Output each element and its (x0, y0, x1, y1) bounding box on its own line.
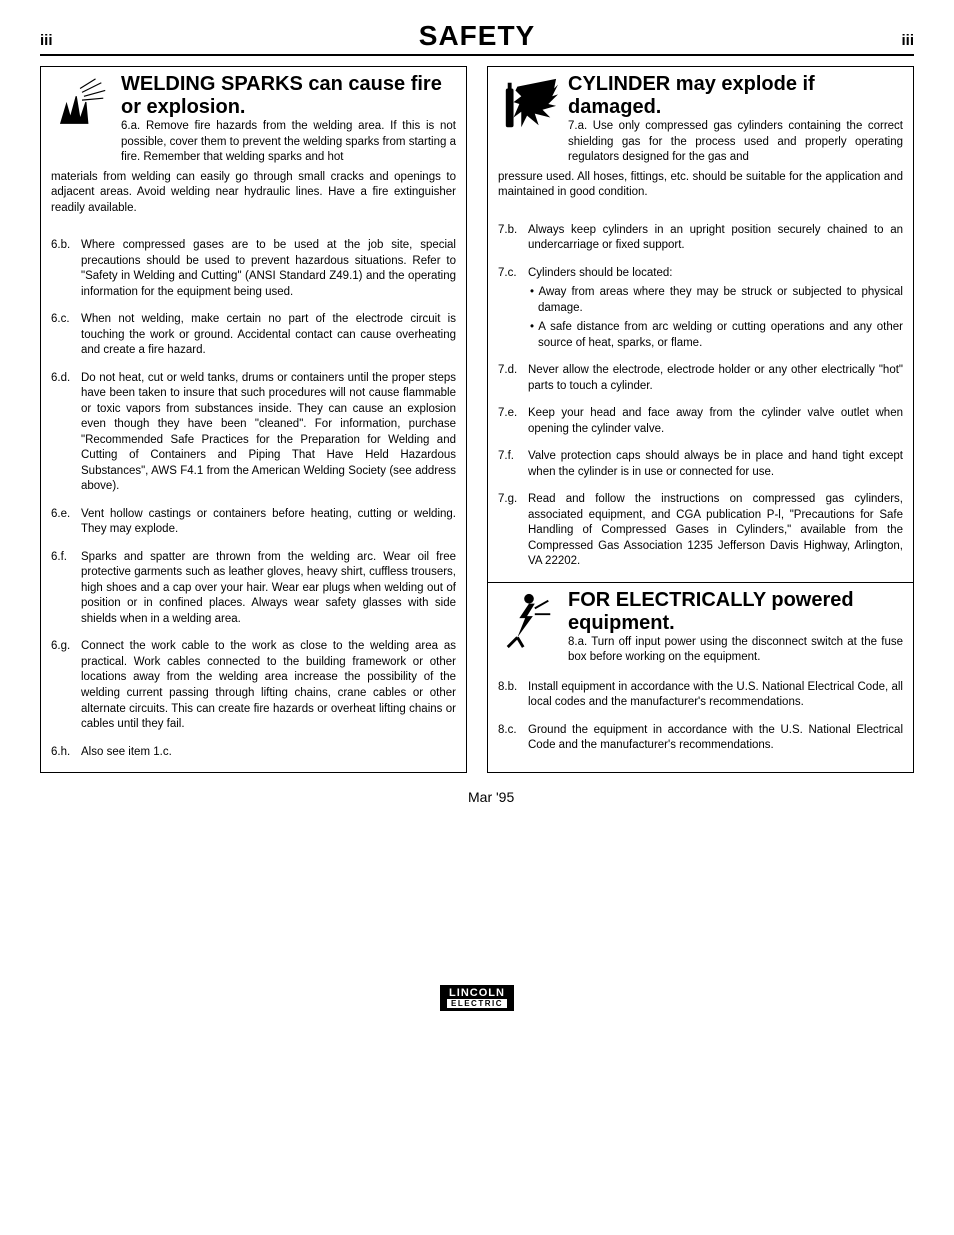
right2-body: Ground the equipment in accordance with … (528, 723, 903, 754)
right1-bullet: A safe distance from arc welding or cutt… (528, 320, 903, 351)
section-welding-sparks: WELDING SPARKS can cause fire or explosi… (41, 67, 466, 238)
left-label: 6.b. (51, 238, 81, 300)
right1-label: 7.b. (498, 223, 528, 254)
item-6a-intro: 6.a. Remove fire hazards from the weldin… (121, 119, 456, 166)
right1-body: Cylinders should be located:Away from ar… (528, 266, 903, 352)
right1-body: Read and follow the instructions on comp… (528, 492, 903, 570)
right1-label: 7.c. (498, 266, 528, 352)
right1-body: Keep your head and face away from the cy… (528, 406, 903, 437)
page-title: SAFETY (419, 20, 535, 52)
page-header: iii SAFETY iii (40, 20, 914, 56)
right-items-1: 7.b.Always keep cylinders in an upright … (488, 223, 913, 570)
electric-shock-icon (498, 589, 560, 651)
right2-label: 8.b. (498, 680, 528, 711)
left-label: 6.f. (51, 550, 81, 628)
left-item: 6.b.Where compressed gases are to be use… (41, 238, 466, 300)
section-title-sparks: WELDING SPARKS can cause fire or explosi… (121, 73, 456, 119)
right1-item: 7.g.Read and follow the instructions on … (488, 492, 913, 570)
left-body: Also see item 1.c. (81, 745, 456, 761)
left-body: Vent hollow castings or containers befor… (81, 507, 456, 538)
item-7a-continuation: pressure used. All hoses, fittings, etc.… (498, 170, 903, 201)
section-cylinder: CYLINDER may explode if damaged. 7.a. Us… (488, 67, 913, 223)
right-items-2: 8.b.Install equipment in accordance with… (488, 680, 913, 754)
right2-body: Install equipment in accordance with the… (528, 680, 903, 711)
left-item: 6.e.Vent hollow castings or containers b… (41, 507, 466, 538)
left-item: 6.c.When not welding, make certain no pa… (41, 312, 466, 359)
right1-label: 7.d. (498, 363, 528, 394)
item-8a: 8.a. Turn off input power using the disc… (568, 635, 903, 666)
cylinder-explode-icon (498, 73, 560, 135)
right1-item: 7.c.Cylinders should be located:Away fro… (488, 266, 913, 352)
left-label: 6.c. (51, 312, 81, 359)
right1-label: 7.e. (498, 406, 528, 437)
left-column: WELDING SPARKS can cause fire or explosi… (40, 66, 467, 773)
section-electrical: FOR ELECTRICALLY powered equipment. 8.a.… (488, 583, 913, 680)
revision-date: Mar '95 (468, 789, 914, 805)
right1-item: 7.e.Keep your head and face away from th… (488, 406, 913, 437)
lincoln-logo: LINCOLN ELECTRIC (440, 985, 514, 1011)
item-6a-continuation: materials from welding can easily go thr… (51, 170, 456, 217)
left-label: 6.h. (51, 745, 81, 761)
spark-explosion-icon (51, 73, 113, 135)
left-item: 6.d.Do not heat, cut or weld tanks, drum… (41, 371, 466, 495)
section-title-electrical: FOR ELECTRICALLY powered equipment. (568, 589, 903, 635)
right1-bullet: Away from areas where they may be struck… (528, 285, 903, 316)
right2-item: 8.b.Install equipment in accordance with… (488, 680, 913, 711)
left-item: 6.h.Also see item 1.c. (41, 745, 466, 761)
section-title-cylinder: CYLINDER may explode if damaged. (568, 73, 903, 119)
right1-label: 7.g. (498, 492, 528, 570)
right1-item: 7.d.Never allow the electrode, electrode… (488, 363, 913, 394)
left-item: 6.g.Connect the work cable to the work a… (41, 639, 466, 732)
left-label: 6.e. (51, 507, 81, 538)
right1-body: Valve protection caps should always be i… (528, 449, 903, 480)
right1-body: Never allow the electrode, electrode hol… (528, 363, 903, 394)
right2-label: 8.c. (498, 723, 528, 754)
right1-label: 7.f. (498, 449, 528, 480)
right1-item: 7.b.Always keep cylinders in an upright … (488, 223, 913, 254)
footer-logo: LINCOLN ELECTRIC (40, 985, 914, 1011)
right1-item: 7.f.Valve protection caps should always … (488, 449, 913, 480)
content-columns: WELDING SPARKS can cause fire or explosi… (40, 66, 914, 773)
right-column: CYLINDER may explode if damaged. 7.a. Us… (487, 66, 914, 773)
right1-body: Always keep cylinders in an upright posi… (528, 223, 903, 254)
left-body: Connect the work cable to the work as cl… (81, 639, 456, 732)
left-body: Do not heat, cut or weld tanks, drums or… (81, 371, 456, 495)
left-body: When not welding, make certain no part o… (81, 312, 456, 359)
left-body: Where compressed gases are to be used at… (81, 238, 456, 300)
left-item: 6.f.Sparks and spatter are thrown from t… (41, 550, 466, 628)
left-label: 6.g. (51, 639, 81, 732)
page-number-right: iii (901, 32, 914, 49)
item-7a-intro: 7.a. Use only compressed gas cylinders c… (568, 119, 903, 166)
left-body: Sparks and spatter are thrown from the w… (81, 550, 456, 628)
left-items-container: 6.b.Where compressed gases are to be use… (41, 238, 466, 760)
right2-item: 8.c.Ground the equipment in accordance w… (488, 723, 913, 754)
page-number-left: iii (40, 32, 53, 49)
left-label: 6.d. (51, 371, 81, 495)
